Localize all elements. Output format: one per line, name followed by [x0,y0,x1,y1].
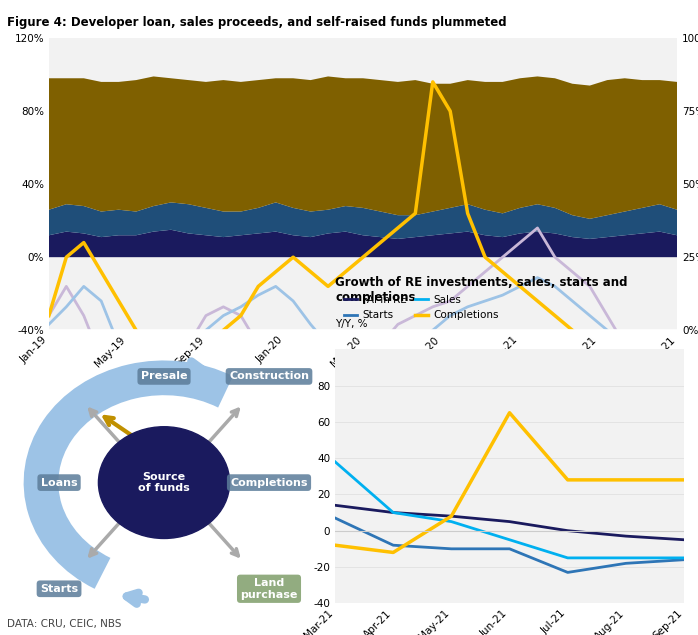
Completions [622,476,630,484]
Completions [563,476,572,484]
Completions [447,512,456,520]
FAI in RE [447,512,456,520]
Starts [622,559,630,567]
Legend: FAI in RE, Starts, Sales, Completions: FAI in RE, Starts, Sales, Completions [340,291,503,324]
Sales [680,554,688,562]
Text: Figure 4: Developer loan, sales proceeds, and self-raised funds plummeted: Figure 4: Developer loan, sales proceeds… [7,16,507,29]
FAI in RE [389,509,397,516]
Text: Source
of funds: Source of funds [138,472,190,493]
Text: Construction: Construction [229,371,309,382]
Sales [563,554,572,562]
Starts [331,514,339,522]
Starts [447,545,456,552]
Text: Y/Y, %: Y/Y, % [335,319,368,329]
Completions [680,476,688,484]
Starts [680,556,688,563]
FAI in RE [331,502,339,509]
Text: Starts: Starts [40,584,78,594]
Sales [447,518,456,525]
Text: Growth of RE investments, sales, starts and
completions: Growth of RE investments, sales, starts … [335,276,628,304]
Starts [389,542,397,549]
Circle shape [66,399,262,566]
Line: Starts: Starts [335,518,684,572]
Text: Loans: Loans [40,478,77,488]
Text: DATA: CRU, CEIC, NBS: DATA: CRU, CEIC, NBS [7,618,121,629]
Text: Land
purchase: Land purchase [240,578,297,599]
Starts [505,545,514,552]
Sales [505,536,514,544]
Line: Sales: Sales [335,462,684,558]
FAI in RE [563,527,572,535]
Circle shape [98,427,230,538]
FAI in RE [680,536,688,544]
Completions [389,549,397,556]
Line: Completions: Completions [335,413,684,552]
Completions [331,542,339,549]
Starts [563,568,572,576]
Line: FAI in RE: FAI in RE [335,505,684,540]
Text: Completions: Completions [230,478,308,488]
Text: Presale: Presale [141,371,187,382]
Sales [622,554,630,562]
FAI in RE [622,532,630,540]
Completions [505,409,514,417]
FAI in RE [505,518,514,525]
Sales [389,509,397,516]
Sales [331,458,339,465]
